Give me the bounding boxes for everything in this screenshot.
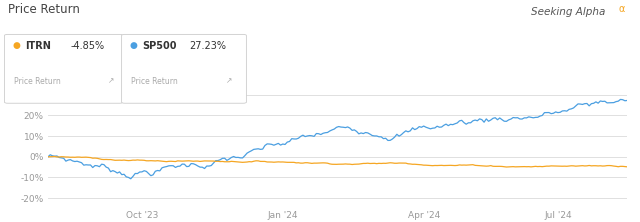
Text: SP500: SP500 [142, 40, 177, 51]
Text: Price Return: Price Return [14, 77, 61, 85]
Text: ↗: ↗ [108, 77, 114, 85]
Text: ●: ● [129, 41, 137, 50]
Text: ↗: ↗ [226, 77, 232, 85]
Text: Price Return: Price Return [8, 3, 79, 16]
Text: α: α [618, 4, 625, 14]
Text: Seeking Alpha: Seeking Alpha [531, 7, 605, 17]
Text: ITRN: ITRN [26, 40, 51, 51]
Text: Price Return: Price Return [131, 77, 178, 85]
Text: ●: ● [13, 41, 20, 50]
Text: 27.23%: 27.23% [189, 40, 226, 51]
Text: -4.85%: -4.85% [70, 40, 104, 51]
